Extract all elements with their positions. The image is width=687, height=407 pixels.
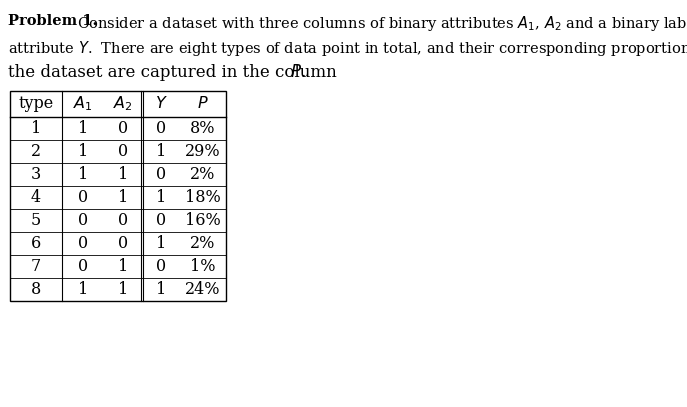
Text: type: type <box>19 96 54 112</box>
Text: 1: 1 <box>156 189 166 206</box>
Text: 1: 1 <box>118 166 128 183</box>
Text: 0: 0 <box>156 120 166 137</box>
Text: Problem 1.: Problem 1. <box>8 14 98 28</box>
Text: 5: 5 <box>31 212 41 229</box>
Text: 0: 0 <box>78 189 88 206</box>
Text: 2%: 2% <box>190 166 216 183</box>
Text: 29%: 29% <box>185 143 221 160</box>
Text: 1: 1 <box>78 281 88 298</box>
Text: $P$: $P$ <box>197 96 209 112</box>
Text: 3: 3 <box>31 166 41 183</box>
Text: 7: 7 <box>31 258 41 275</box>
Text: 8: 8 <box>31 281 41 298</box>
Text: 1: 1 <box>78 120 88 137</box>
Text: 1: 1 <box>156 281 166 298</box>
Text: 0: 0 <box>118 235 128 252</box>
Text: 16%: 16% <box>185 212 221 229</box>
Text: 1: 1 <box>156 235 166 252</box>
Text: 4: 4 <box>31 189 41 206</box>
Text: 2%: 2% <box>190 235 216 252</box>
Text: $A_2$: $A_2$ <box>113 95 133 114</box>
Text: $Y$: $Y$ <box>155 96 168 112</box>
Text: 0: 0 <box>78 235 88 252</box>
Text: 0: 0 <box>156 212 166 229</box>
Text: 0: 0 <box>156 166 166 183</box>
Text: 0: 0 <box>118 120 128 137</box>
Text: 8%: 8% <box>190 120 216 137</box>
Text: 18%: 18% <box>185 189 221 206</box>
Text: Consider a dataset with three columns of binary attributes $A_1$, $A_2$ and a bi: Consider a dataset with three columns of… <box>68 14 687 33</box>
Text: 0: 0 <box>118 212 128 229</box>
Text: 6: 6 <box>31 235 41 252</box>
Text: attribute $Y$.  There are eight types of data point in total, and their correspo: attribute $Y$. There are eight types of … <box>8 39 687 58</box>
Text: 2: 2 <box>31 143 41 160</box>
Text: 1: 1 <box>31 120 41 137</box>
Text: $P$.: $P$. <box>290 64 306 81</box>
Text: 1: 1 <box>78 143 88 160</box>
Bar <box>10 91 226 301</box>
Text: 1: 1 <box>78 166 88 183</box>
Text: 1%: 1% <box>190 258 216 275</box>
Text: 1: 1 <box>118 258 128 275</box>
Text: 0: 0 <box>118 143 128 160</box>
Text: 1: 1 <box>156 143 166 160</box>
Text: $A_1$: $A_1$ <box>73 95 93 114</box>
Text: 0: 0 <box>156 258 166 275</box>
Text: the dataset are captured in the column: the dataset are captured in the column <box>8 64 342 81</box>
Text: 24%: 24% <box>185 281 221 298</box>
Text: 0: 0 <box>78 258 88 275</box>
Text: 1: 1 <box>118 189 128 206</box>
Text: 1: 1 <box>118 281 128 298</box>
Text: 0: 0 <box>78 212 88 229</box>
